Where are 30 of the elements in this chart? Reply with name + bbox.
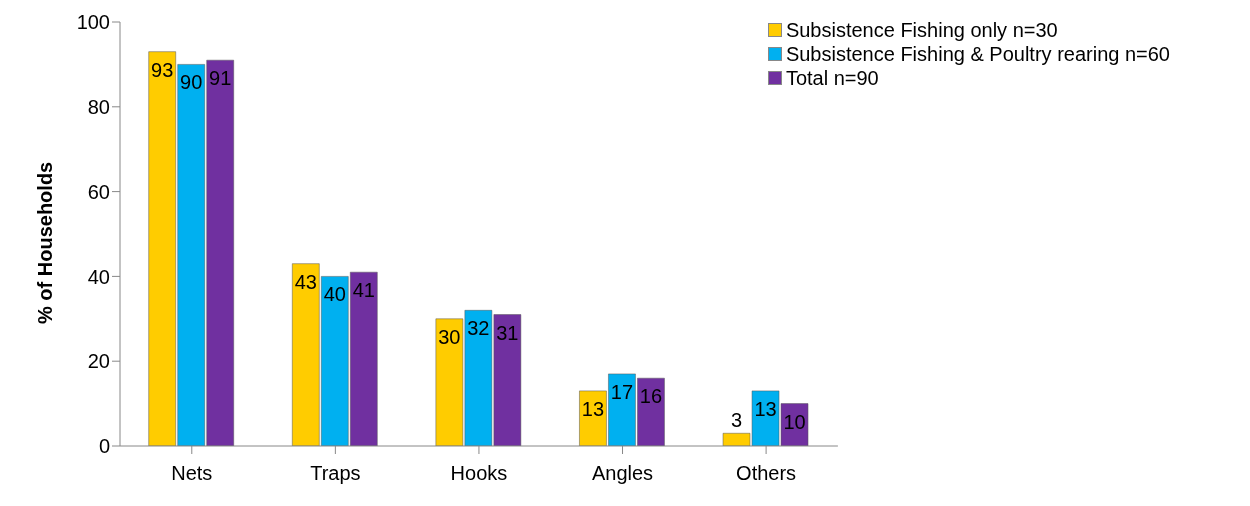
data-label: 32 bbox=[467, 317, 490, 340]
x-tick-label: Angles bbox=[591, 462, 654, 485]
y-tick-label: 80 bbox=[87, 95, 110, 118]
data-label: 16 bbox=[639, 385, 663, 408]
y-tick-label: 20 bbox=[87, 350, 110, 373]
x-tick-label: Nets bbox=[171, 462, 213, 485]
data-label: 40 bbox=[323, 283, 346, 306]
x-tick-label: Others bbox=[736, 462, 797, 485]
data-label: 3 bbox=[730, 409, 743, 432]
x-tick-label: Traps bbox=[310, 462, 361, 485]
data-label: 13 bbox=[754, 397, 777, 420]
data-label: 17 bbox=[610, 380, 634, 403]
data-label: 31 bbox=[496, 321, 519, 344]
data-label: 30 bbox=[438, 325, 461, 348]
data-label: 93 bbox=[151, 58, 174, 81]
y-tick-label: 40 bbox=[87, 265, 110, 288]
data-label: 41 bbox=[352, 279, 375, 302]
data-label: 91 bbox=[209, 67, 232, 90]
data-label: 13 bbox=[581, 397, 605, 420]
data-label: 43 bbox=[294, 270, 317, 293]
legend-label: Total n=90 bbox=[785, 66, 879, 90]
y-axis-title: % of Households bbox=[34, 161, 57, 324]
data-label: 90 bbox=[180, 71, 203, 94]
y-tick-label: 100 bbox=[76, 11, 110, 34]
data-label: 10 bbox=[783, 410, 806, 433]
x-tick-label: Hooks bbox=[450, 462, 508, 485]
legend-label: Subsistence Fishing & Poultry rearing n=60 bbox=[785, 42, 1170, 66]
legend-label: Subsistence Fishing only n=30 bbox=[785, 18, 1058, 42]
y-tick-label: 0 bbox=[98, 435, 110, 458]
y-tick-label: 60 bbox=[87, 180, 110, 203]
